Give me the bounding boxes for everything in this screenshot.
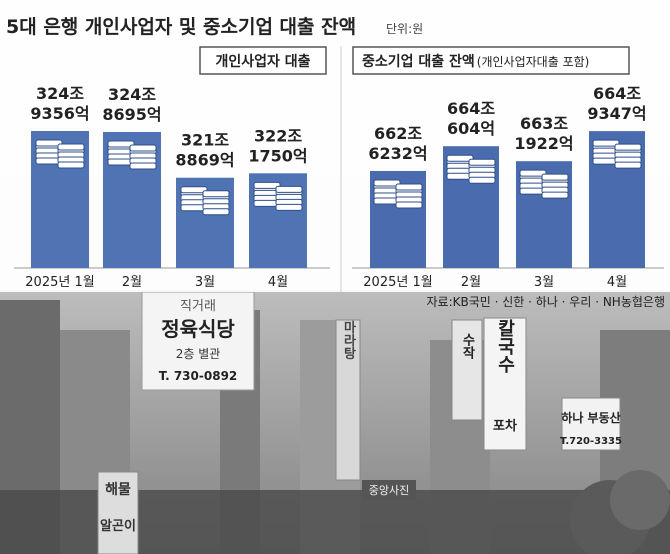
- svg-text:마라탕: 마라탕: [341, 320, 356, 361]
- left-coin-stack-icon-3: [180, 186, 230, 216]
- left-value-label-eok-4: 1750억: [248, 146, 307, 165]
- right-value-label-jo-4: 664조: [593, 84, 641, 103]
- left-value-label-eok-1: 9356억: [30, 104, 89, 123]
- svg-text:중앙사진: 중앙사진: [369, 484, 409, 497]
- left-value-label-eok-2: 8695억: [102, 105, 161, 124]
- right-panel-title: 중소기업 대출 잔액 (개인사업자대출 포함): [362, 53, 589, 70]
- svg-text:T.720-3335: T.720-3335: [560, 436, 622, 447]
- sign-vertical: 수작 마라탕: [335, 319, 483, 481]
- svg-text:직거래: 직거래: [180, 299, 216, 314]
- page-title: 5대 은행 개인사업자 및 중소기업 대출 잔액: [6, 16, 356, 38]
- svg-text:T. 730-0892: T. 730-0892: [159, 369, 238, 383]
- right-panel-title-box: 중소기업 대출 잔액 (개인사업자대출 포함): [352, 46, 630, 75]
- unit-label: 단위:원: [386, 22, 423, 36]
- left-panel-title: 개인사업자 대출: [215, 53, 310, 70]
- left-category-label-3: 3월: [195, 275, 215, 290]
- sign-seafood: 해물 알곤이: [97, 471, 139, 554]
- left-panel-title-box: 개인사업자 대출: [199, 46, 327, 75]
- svg-text:포차: 포차: [493, 418, 517, 434]
- left-value-label-jo-4: 322조: [254, 126, 302, 145]
- sign-photo: 중앙사진: [362, 480, 416, 500]
- svg-text:2층 별관: 2층 별관: [176, 347, 221, 361]
- left-coin-stack-icon-1: [35, 139, 85, 169]
- sign-kalguksu: 칼국수 포차: [483, 317, 527, 451]
- right-value-label-jo-2: 664조: [447, 99, 495, 118]
- right-value-label-jo-3: 663조: [520, 114, 568, 133]
- right-coin-stack-icon-1: [373, 179, 423, 209]
- right-value-label-eok-4: 9347억: [587, 104, 646, 123]
- left-coin-stack-icon-4: [253, 181, 303, 211]
- right-category-label-3: 3월: [534, 275, 554, 290]
- left-value-label-jo-1: 324조: [36, 84, 84, 103]
- svg-text:알곤이: 알곤이: [100, 518, 136, 534]
- left-value-label-jo-2: 324조: [108, 85, 156, 104]
- svg-text:정육식당: 정육식당: [161, 317, 235, 341]
- sign-realestate: 하나 부동산 T.720-3335: [560, 397, 622, 451]
- right-category-label-1: 2025년 1월: [363, 275, 432, 290]
- right-value-label-eok-1: 6232억: [368, 144, 427, 163]
- sign-butcher: 직거래 정육식당 2층 별관 T. 730-0892: [141, 291, 255, 391]
- right-value-label-jo-1: 662조: [374, 124, 422, 143]
- svg-text:수작: 수작: [460, 333, 475, 360]
- right-coin-stack-icon-2: [446, 154, 496, 184]
- left-value-label-eok-3: 8869억: [175, 151, 234, 170]
- left-category-label-2: 2월: [122, 275, 142, 290]
- left-category-label-1: 2025년 1월: [25, 275, 94, 290]
- svg-text:칼국수: 칼국수: [495, 319, 516, 374]
- right-value-label-eok-3: 1922억: [514, 134, 573, 153]
- svg-text:해물: 해물: [105, 482, 131, 498]
- right-coin-stack-icon-4: [592, 139, 642, 169]
- right-category-label-2: 2월: [461, 275, 481, 290]
- left-category-label-4: 4월: [268, 275, 288, 290]
- right-category-label-4: 4월: [607, 275, 627, 290]
- svg-text:하나 부동산: 하나 부동산: [561, 410, 620, 425]
- right-value-label-eok-2: 604억: [447, 119, 495, 138]
- left-coin-stack-icon-2: [107, 140, 157, 170]
- right-coin-stack-icon-3: [519, 169, 569, 199]
- left-value-label-jo-3: 321조: [181, 131, 229, 150]
- source-note: 자료:KB국민 · 신한 · 하나 · 우리 · NH농협은행: [427, 294, 665, 309]
